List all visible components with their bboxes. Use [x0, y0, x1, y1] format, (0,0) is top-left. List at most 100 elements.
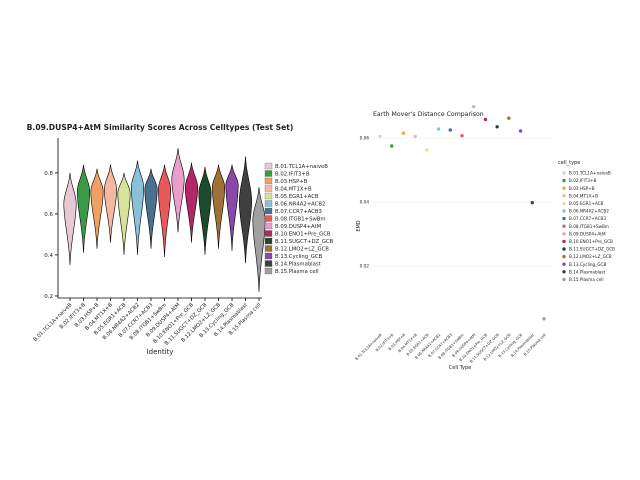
emd-point-3	[401, 131, 406, 135]
violin-14	[238, 156, 253, 264]
emd-legend-dot	[562, 239, 566, 244]
violin-legend-label: B.05.EGR1+ACB	[275, 194, 319, 200]
violin-legend-swatch	[264, 215, 273, 222]
violin-marks	[63, 148, 266, 292]
emd-y-axis-label: EMD	[356, 220, 362, 231]
emd-legend-dot	[562, 277, 566, 282]
emd-point-9	[472, 104, 476, 109]
violin-legend-label: B.03.HSP+B	[275, 179, 308, 185]
violin-y-ticks: 0.2 0.4 0.6 0.8	[44, 171, 58, 300]
violin-legend-swatch	[264, 185, 273, 192]
violin-9	[171, 148, 185, 233]
emd-legend-label: B.08.ITGB1+SwBm	[569, 224, 609, 229]
emd-legend-label: B.13.Cycling_GCB	[569, 262, 606, 267]
violin-chart-title: B.09.DUSP4+AtM Similarity Scores Across …	[27, 123, 294, 132]
violin-legend-swatch	[264, 252, 273, 260]
emd-point-2	[390, 144, 394, 148]
violin-legend-swatch	[264, 192, 273, 200]
emd-legend-dot	[562, 224, 566, 228]
emd-legend-dot	[562, 270, 566, 274]
emd-point-10	[483, 117, 488, 122]
emd-legend-label: B.04.MT1X+B	[569, 193, 598, 198]
emd-legend-label: B.05.EGR1+ACB	[569, 201, 604, 206]
violin-legend-label: B.15.Plasma cell	[275, 269, 319, 275]
violin-1	[63, 172, 77, 266]
violin-legend-label: B.07.CCR7+ACB3	[275, 209, 322, 215]
emd-y-tick-label: 0.02	[360, 264, 370, 269]
violin-legend-label: B.11.SUGCT+DZ_GCB	[275, 239, 334, 245]
emd-y-tick-label: 0.04	[360, 200, 370, 205]
emd-legend-title: cell_type	[558, 160, 580, 166]
emd-legend-label: B.09.DUSP4+AtM	[569, 231, 606, 236]
emd-point-6	[436, 127, 441, 131]
violin-x-axis-label: Identity	[147, 348, 174, 356]
violin-5	[117, 172, 131, 255]
emd-legend-dot	[562, 201, 566, 206]
violin-3	[90, 168, 104, 249]
violin-y-tick-label: 0.2	[44, 294, 53, 300]
emd-grid	[372, 137, 550, 267]
violin-legend-label: B.14.Plasmablast	[275, 262, 321, 268]
emd-legend-dot	[562, 232, 566, 236]
violin-legend-swatch	[264, 170, 273, 177]
emd-scatter-chart: Earth Mover's Distance Comparison 0.02 0.…	[355, 104, 615, 371]
violin-12	[211, 164, 226, 249]
violin-legend-label: B.01.TCL1A+naiveB	[275, 164, 328, 170]
violin-legend-label: B.04.MT1X+B	[275, 187, 312, 193]
violin-legend-label: B.06.NR4A2+ACB2	[275, 202, 325, 208]
violin-legend-swatch	[264, 207, 273, 215]
emd-legend-dot	[562, 171, 566, 175]
emd-legend-dot	[562, 216, 566, 221]
emd-legend-dot	[562, 254, 566, 259]
emd-legend-label: B.11.SUGCT+DZ_GCB	[569, 247, 615, 252]
violin-legend-label: B.13.Cycling_GCB	[275, 254, 323, 260]
violin-legend-label: B.10.ENO1+Pre_GCB	[275, 232, 331, 238]
violin-legend-label: B.12.LMO2+LZ_GCB	[275, 247, 329, 253]
violin-15	[252, 187, 266, 292]
emd-plot-panel	[370, 120, 550, 332]
violin-legend-swatch	[264, 260, 273, 267]
emd-chart-title: Earth Mover's Distance Comparison	[373, 111, 484, 118]
emd-point-11	[495, 125, 499, 129]
emd-legend-label: B.10.ENO1+Pre_GCB	[569, 239, 613, 244]
violin-legend-swatch	[264, 267, 273, 275]
emd-legend-label: B.15.Plasma cell	[569, 277, 603, 282]
violin-legend-swatch	[264, 177, 273, 185]
emd-x-axis-label: Cell Type	[449, 365, 471, 371]
emd-legend-label: B.01.TCL1A+naiveB	[569, 171, 611, 176]
violin-x-ticks: B.01.TCL1A+naiveBB.02.IFIT3+BB.03.HSP+BB…	[33, 298, 262, 347]
emd-point-13	[518, 129, 523, 133]
emd-legend-label: B.06.NR4A2+ACB2	[569, 209, 609, 214]
violin-legend: B.01.TCL1A+naiveB B.02.IFIT3+BB.03.HSP+B B…	[264, 162, 334, 275]
violin-6	[130, 160, 145, 255]
violin-13	[225, 164, 239, 251]
violin-y-tick-label: 0.4	[44, 253, 53, 259]
violin-7	[144, 168, 158, 249]
violin-4	[103, 164, 118, 243]
emd-legend-dot	[562, 209, 566, 213]
violin-legend-swatch	[264, 230, 273, 237]
violin-legend-label: B.08.ITGB1+SwBm	[275, 217, 326, 223]
emd-point-5	[425, 148, 429, 152]
emd-legend-dot	[562, 262, 566, 266]
emd-legend-dot	[562, 247, 566, 251]
emd-legend-label: B.02.IFIT3+B	[569, 178, 596, 183]
violin-y-tick-label: 0.8	[44, 171, 53, 177]
emd-legend-label: B.12.LMO2+LZ_GCB	[569, 254, 612, 259]
emd-point-8	[460, 134, 464, 138]
emd-point-12	[507, 116, 511, 120]
violin-legend-swatch	[264, 222, 273, 230]
violin-8	[157, 164, 172, 257]
violin-chart: B.09.DUSP4+AtM Similarity Scores Across …	[27, 123, 334, 356]
emd-legend-dot	[562, 194, 566, 198]
violin-legend-swatch	[264, 245, 273, 252]
emd-points	[378, 104, 546, 321]
emd-legend-dot	[562, 186, 566, 190]
emd-legend-label: B.07.CCR7+ACB3	[569, 216, 606, 221]
violin-11	[198, 166, 212, 255]
violin-legend-swatch	[264, 200, 273, 207]
emd-point-7	[448, 128, 452, 132]
violin-2	[76, 164, 91, 253]
emd-point-14	[530, 200, 534, 205]
